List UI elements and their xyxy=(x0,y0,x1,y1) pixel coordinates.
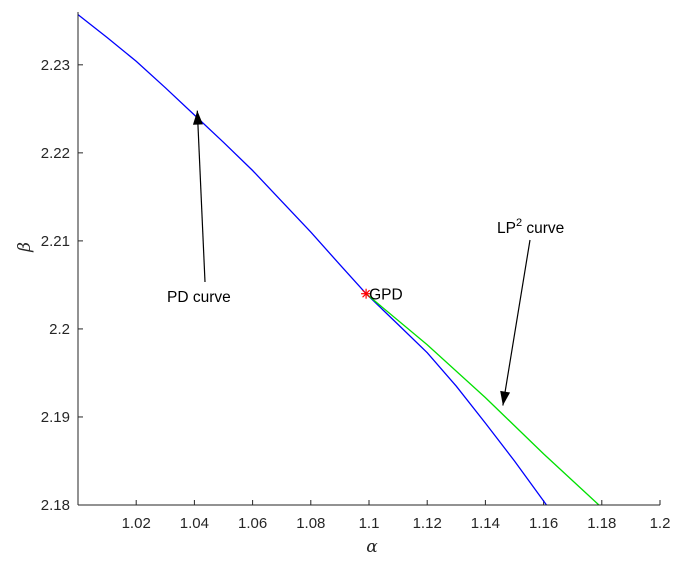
x-tick-label: 1.02 xyxy=(122,515,151,532)
plot-area: 1.02 1.04 1.06 1.08 1.1 1.12 1.14 1.16 1.18 1.2 2… xyxy=(41,14,671,532)
gpd-label: GPD xyxy=(369,287,403,304)
y-tick-label: 2.18 xyxy=(41,497,70,514)
y-axis-ticks: 2.18 2.19 2.2 2.21 2.22 2.23 xyxy=(41,57,83,514)
lp2-curve-line xyxy=(365,293,600,506)
annotation-layer: PD curve LP2 curve xyxy=(167,110,564,406)
x-axis-ticks: 1.02 1.04 1.06 1.08 1.1 1.12 1.14 1.16 1.18 1.2 xyxy=(122,500,671,532)
x-tick-label: 1.12 xyxy=(413,515,442,532)
x-tick-label: 1.04 xyxy=(180,515,209,532)
pd-curve-label: PD curve xyxy=(167,289,231,306)
y-tick-label: 2.2 xyxy=(49,321,70,338)
x-tick-label: 1.2 xyxy=(650,515,671,532)
y-tick-label: 2.22 xyxy=(41,145,70,162)
x-tick-label: 1.1 xyxy=(359,515,380,532)
x-axis-title: α xyxy=(366,537,378,557)
pd-curve-arrow xyxy=(192,110,206,283)
x-tick-label: 1.14 xyxy=(471,515,500,532)
y-axis-title: β xyxy=(15,242,35,253)
pd-curve-line xyxy=(77,14,548,506)
gpd-marker xyxy=(361,288,372,299)
lp2-curve-arrow xyxy=(500,239,531,406)
x-tick-label: 1.16 xyxy=(529,515,558,532)
y-tick-label: 2.21 xyxy=(41,233,70,250)
x-tick-label: 1.18 xyxy=(587,515,616,532)
lp2-curve-label: LP2 curve xyxy=(497,217,564,237)
y-tick-label: 2.19 xyxy=(41,409,70,426)
x-tick-label: 1.08 xyxy=(296,515,325,532)
x-tick-label: 1.06 xyxy=(238,515,267,532)
y-tick-label: 2.23 xyxy=(41,57,70,74)
series-layer xyxy=(77,14,600,506)
marker-layer: GPD xyxy=(361,287,403,304)
